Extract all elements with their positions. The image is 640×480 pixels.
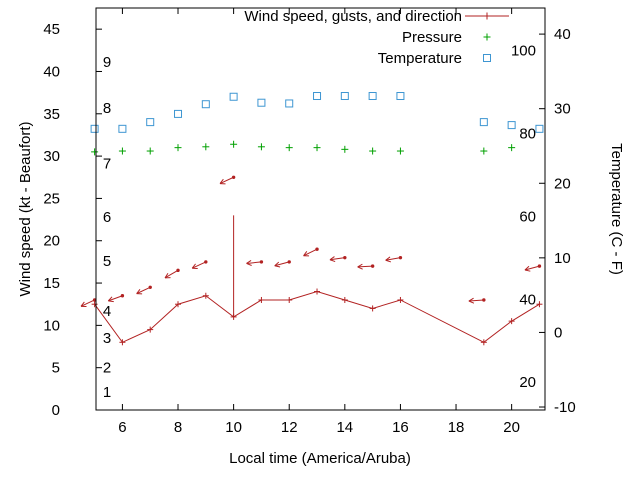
temperature-point — [118, 124, 127, 133]
y-right-tick-label: 30 — [554, 101, 571, 118]
y-left-axis-ticks: 0 5 10 15 20 25 30 35 40 45 — [43, 21, 102, 419]
y-right-axis-title: Temperature (C - F) — [608, 143, 625, 275]
x-tick-label: 12 — [281, 419, 298, 436]
y-left-tick-label: 40 — [43, 63, 60, 80]
beaufort-label: 1 — [103, 384, 111, 401]
y-left-tick-label: 45 — [43, 21, 60, 38]
temperature-point — [507, 121, 516, 130]
temperature-point — [285, 99, 294, 108]
temperature-point — [229, 92, 238, 101]
plot-border — [95, 7, 546, 411]
y-right-tick-label: -10 — [554, 399, 576, 416]
wind-direction-arrow — [136, 285, 152, 295]
wind-direction-arrow — [219, 175, 236, 185]
temperature-point — [535, 124, 544, 133]
wind-direction-arrow — [329, 255, 347, 263]
y-left-tick-label: 0 — [52, 402, 60, 419]
fahrenheit-label: 60 — [519, 208, 536, 225]
fahrenheit-scale-labels: 20 40 60 80 100 — [511, 43, 536, 391]
x-axis-title: Local time (America/Aruba) — [229, 450, 411, 467]
y-right-tick-label: 10 — [554, 250, 571, 267]
wind-speed-series — [80, 175, 543, 346]
x-tick-label: 6 — [118, 419, 126, 436]
temperature-point — [174, 109, 183, 118]
y-left-tick-label: 35 — [43, 106, 60, 123]
wind-direction-arrow — [357, 263, 375, 270]
beaufort-label: 5 — [103, 253, 111, 270]
fahrenheit-label: 80 — [519, 126, 536, 143]
wind-direction-arrow — [468, 297, 486, 304]
x-tick-label: 14 — [336, 419, 353, 436]
wind-direction-arrow — [303, 247, 319, 257]
legend-label-pressure: Pressure — [402, 29, 462, 46]
wind-direction-arrow — [274, 260, 291, 268]
temperature-point — [479, 118, 488, 127]
legend: Wind speed, gusts, and direction Pressur… — [244, 8, 509, 67]
legend-marker-temperature — [483, 54, 491, 62]
y-right-tick-label: 20 — [554, 175, 571, 192]
wind-direction-arrow — [385, 255, 403, 263]
y-left-tick-label: 15 — [43, 275, 60, 292]
beaufort-label: 6 — [103, 209, 111, 226]
wind-direction-arrow — [164, 268, 180, 279]
y-right-tick-label: 0 — [554, 324, 562, 341]
temperature-point — [90, 124, 99, 133]
beaufort-label: 8 — [103, 100, 111, 117]
y-left-tick-label: 10 — [43, 317, 60, 334]
wind-direction-arrow — [107, 294, 125, 303]
temperature-point — [368, 92, 377, 101]
y-left-tick-label: 5 — [52, 360, 60, 377]
temperature-point — [313, 92, 322, 101]
x-tick-label: 16 — [392, 419, 409, 436]
wind-direction-arrow — [191, 260, 208, 269]
x-tick-label: 10 — [225, 419, 242, 436]
y-left-tick-label: 30 — [43, 148, 60, 165]
series-layer — [80, 92, 544, 346]
temperature-point — [146, 118, 155, 127]
legend-marker-wind — [465, 12, 509, 20]
y-left-axis-title: Wind speed (kt - Beaufort) — [17, 121, 34, 296]
legend-markers — [465, 12, 509, 62]
x-axis-ticks: 6 8 10 12 14 16 18 20 — [118, 8, 520, 436]
y-right-tick-label: 40 — [554, 26, 571, 43]
temperature-series — [90, 92, 544, 133]
beaufort-label: 7 — [103, 156, 111, 173]
y-left-tick-label: 20 — [43, 233, 60, 250]
beaufort-label: 3 — [103, 330, 111, 347]
pressure-series — [91, 140, 516, 156]
beaufort-label: 2 — [103, 360, 111, 377]
wind-direction-arrow — [246, 260, 264, 266]
legend-marker-pressure — [483, 33, 491, 41]
legend-label-temperature: Temperature — [378, 50, 462, 67]
fahrenheit-label: 20 — [519, 374, 536, 391]
fahrenheit-label: 40 — [519, 291, 536, 308]
y-left-tick-label: 25 — [43, 190, 60, 207]
x-tick-label: 20 — [503, 419, 520, 436]
y-right-axis-ticks: -10 0 10 20 30 40 — [539, 26, 576, 416]
beaufort-label: 9 — [103, 54, 111, 71]
temperature-point — [340, 92, 349, 101]
x-tick-label: 18 — [448, 419, 465, 436]
fahrenheit-label: 100 — [511, 43, 536, 60]
wind-direction-arrow — [524, 264, 542, 272]
wind-direction-arrow — [80, 298, 97, 308]
legend-label-wind: Wind speed, gusts, and direction — [244, 8, 462, 25]
temperature-point — [396, 92, 405, 101]
beaufort-scale-labels: 1 2 3 4 5 6 7 8 9 — [103, 54, 111, 401]
axes-layer: 6 8 10 12 14 16 18 20051015202530354045-1001020… — [43, 8, 576, 436]
temperature-point — [257, 98, 266, 107]
temperature-point — [201, 100, 210, 109]
x-tick-label: 8 — [174, 419, 182, 436]
beaufort-label: 4 — [103, 303, 111, 320]
